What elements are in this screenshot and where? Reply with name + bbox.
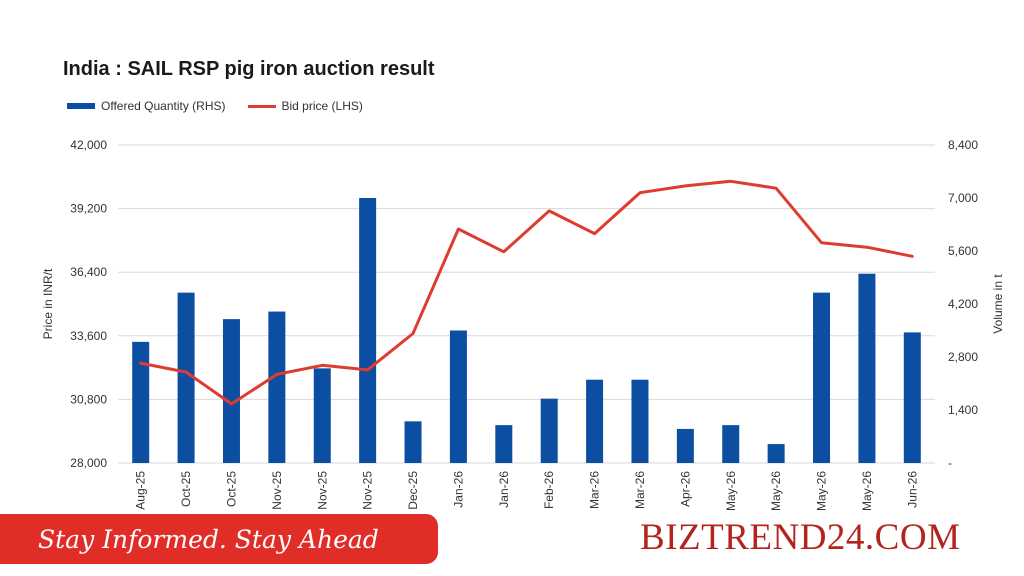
x-tick-label: Jan-26 <box>451 471 465 508</box>
y2-tick-label: 7,000 <box>948 191 978 205</box>
y2-tick-label: 8,400 <box>948 138 978 152</box>
tagline-text: Stay Informed. Stay Ahead <box>38 524 379 554</box>
y2-tick-label: 5,600 <box>948 244 978 258</box>
bar <box>132 341 150 463</box>
y2-tick-label: 2,800 <box>948 350 978 364</box>
legend-swatch-line <box>247 104 276 108</box>
x-tick-label: May-26 <box>724 471 738 511</box>
bar <box>495 425 513 463</box>
legend-item-offered-quantity: Offered Quantity (RHS) <box>67 99 226 113</box>
y2-tick-label: - <box>948 456 952 470</box>
x-tick-label: Jan-26 <box>497 471 511 508</box>
bar <box>359 198 377 463</box>
bar <box>722 425 740 463</box>
x-tick-label: Nov-25 <box>315 471 329 510</box>
tagline-banner: Stay Informed. Stay Ahead <box>0 514 438 564</box>
legend-item-bid-price: Bid price (LHS) <box>247 99 363 113</box>
bar <box>903 332 921 463</box>
x-tick-label: May-26 <box>815 471 829 511</box>
y-tick-label: 28,000 <box>70 456 107 470</box>
bar <box>449 330 467 463</box>
x-tick-label: Oct-25 <box>224 471 238 507</box>
x-tick-label: Mar-26 <box>588 471 602 509</box>
y2-tick-label: 1,400 <box>948 403 978 417</box>
bar <box>813 292 831 463</box>
legend-swatch-bar <box>67 103 95 109</box>
x-tick-label: Dec-25 <box>406 471 420 510</box>
y-tick-label: 36,400 <box>70 265 107 279</box>
y-tick-label: 39,200 <box>70 202 107 216</box>
bar <box>268 311 286 463</box>
x-tick-label: May-26 <box>769 471 783 511</box>
bar <box>177 292 195 463</box>
bar <box>313 368 331 463</box>
bar <box>586 379 604 463</box>
bar <box>858 273 876 463</box>
x-tick-label: Nov-25 <box>270 471 284 510</box>
bid-price-line <box>139 179 914 406</box>
x-tick-label: Nov-25 <box>361 471 375 510</box>
y2-axis-title: Volume in t <box>991 274 1005 334</box>
bar <box>540 398 558 463</box>
bar <box>631 379 649 463</box>
y-tick-label: 42,000 <box>70 138 107 152</box>
brand-logo-text: BIZTREND24.COM <box>640 517 961 558</box>
chart-legend: Offered Quantity (RHS) Bid price (LHS) <box>67 99 385 113</box>
bar <box>676 428 694 463</box>
bar <box>404 421 422 463</box>
y2-tick-label: 4,200 <box>948 297 978 311</box>
legend-label-bid-price: Bid price (LHS) <box>281 99 363 113</box>
x-tick-label: Aug-25 <box>134 471 148 510</box>
bar <box>767 444 785 463</box>
x-tick-label: Mar-26 <box>633 471 647 509</box>
y-tick-label: 33,600 <box>70 329 107 343</box>
x-tick-label: Oct-25 <box>179 471 193 507</box>
x-tick-label: Feb-26 <box>542 471 556 509</box>
legend-label-offered-quantity: Offered Quantity (RHS) <box>101 99 226 113</box>
x-tick-label: Apr-26 <box>678 471 692 507</box>
chart-title: India : SAIL RSP pig iron auction result <box>63 58 435 80</box>
y-axis-title: Price in INR/t <box>41 268 55 339</box>
y-tick-label: 30,800 <box>70 392 107 406</box>
bar <box>222 319 240 463</box>
x-tick-label: Jun-26 <box>905 471 919 508</box>
x-tick-label: May-26 <box>860 471 874 511</box>
